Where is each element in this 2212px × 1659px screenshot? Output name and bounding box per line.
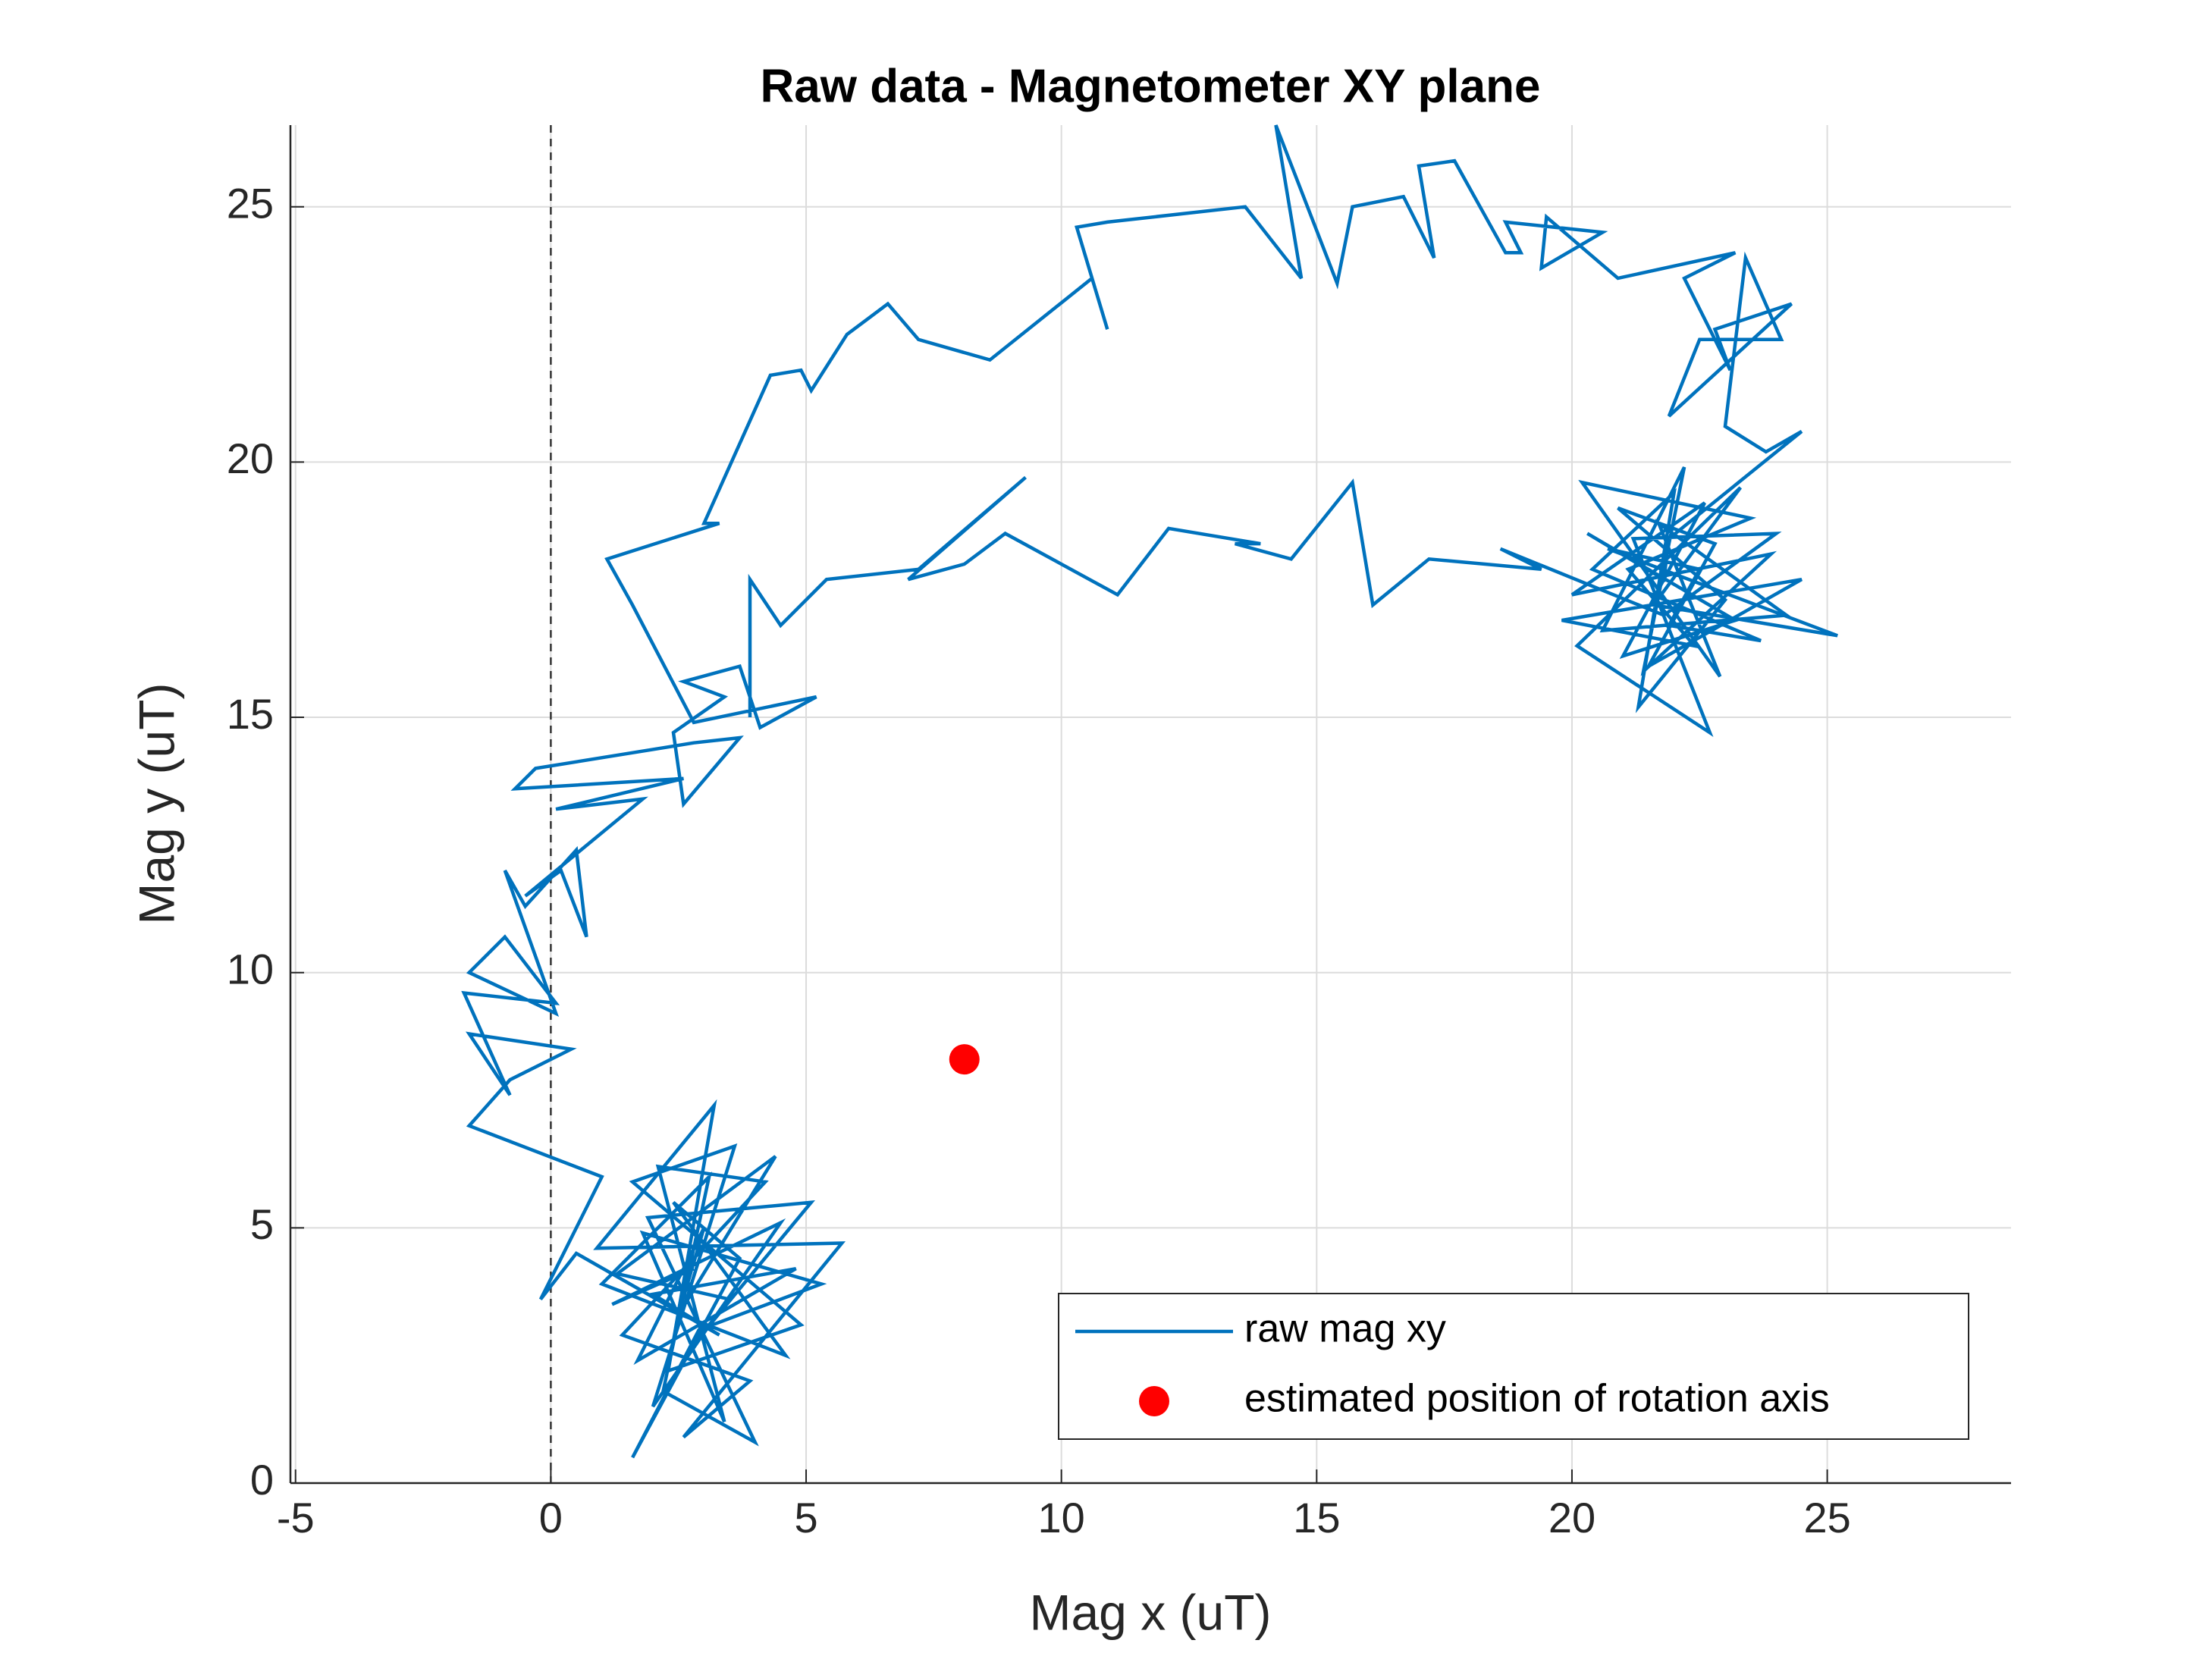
y-tick-label: 10: [227, 945, 274, 993]
legend-swatch: [1139, 1386, 1169, 1416]
data-line: [461, 124, 1838, 1459]
y-tick-label: 20: [227, 434, 274, 482]
y-tick-label: 15: [227, 690, 274, 738]
legend: raw mag xy estimated position of rotation…: [1058, 1293, 1969, 1440]
x-tick-label: 5: [794, 1494, 817, 1541]
x-axis-label: Mag x (uT): [1029, 1584, 1271, 1640]
x-tick-label: 10: [1038, 1494, 1085, 1541]
x-tick-label: 15: [1293, 1494, 1340, 1541]
legend-label: raw mag xy: [1244, 1307, 1446, 1351]
legend-box: [1058, 1293, 1969, 1440]
y-tick-label: 0: [250, 1456, 274, 1504]
data-point: [949, 1044, 980, 1075]
y-axis-label: Mag y (uT): [128, 682, 184, 924]
chart-title: Raw data - Magnetometer XY plane: [761, 60, 1541, 112]
y-tick-label: 5: [250, 1200, 274, 1248]
y-tick-label: 25: [227, 180, 274, 227]
x-tick-label: 25: [1803, 1494, 1850, 1541]
x-tick-label: 20: [1548, 1494, 1595, 1541]
x-tick-label: 0: [539, 1494, 563, 1541]
legend-label: estimated position of rotation axis: [1244, 1377, 1830, 1421]
x-tick-label: -5: [277, 1494, 315, 1541]
